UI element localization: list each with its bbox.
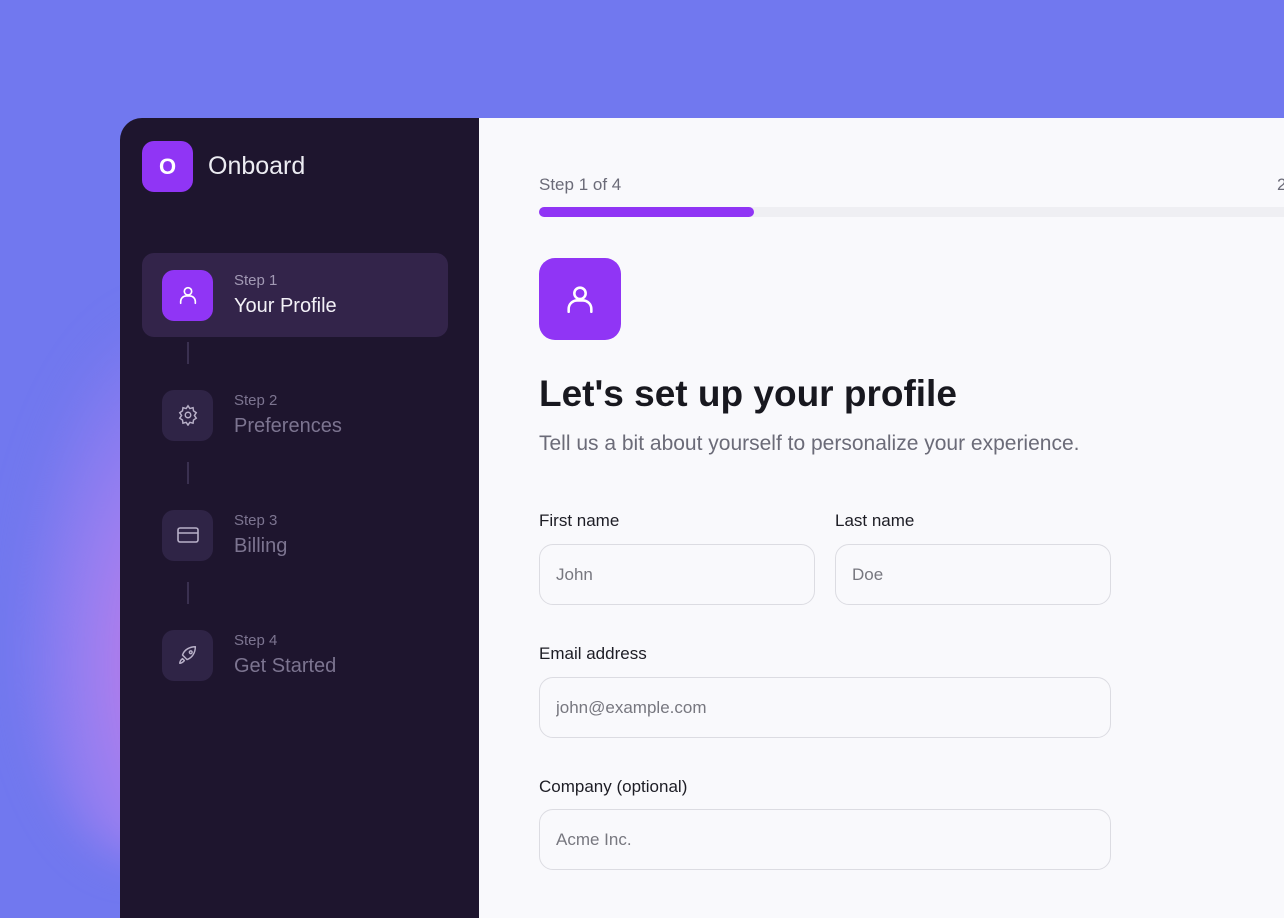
email-label: Email address — [539, 644, 647, 663]
rocket-icon — [162, 629, 213, 681]
progress-label: Step 1 of 4 — [539, 175, 622, 194]
step-connector — [187, 342, 189, 364]
first-name-input[interactable] — [539, 544, 815, 605]
email-input[interactable] — [539, 677, 1111, 738]
gear-icon — [162, 389, 213, 441]
sidebar: O Onboard Step 1 Your Profile Step 2 Prefe… — [120, 118, 479, 918]
company-label: Company (optional) — [539, 777, 688, 796]
step-number: Step 4 — [234, 632, 278, 649]
step-connector — [187, 462, 189, 484]
progress-percent: 2 — [1277, 175, 1284, 194]
logo: O — [142, 141, 193, 192]
company-input[interactable] — [539, 809, 1111, 870]
sidebar-step-preferences[interactable]: Step 2 Preferences — [142, 373, 448, 457]
step-label: Preferences — [234, 415, 342, 437]
progress-bar — [539, 207, 1284, 217]
step-label: Get Started — [234, 655, 337, 677]
main-content: Step 1 of 4 2 Let's set up your profile … — [479, 118, 1284, 918]
sidebar-step-your-profile[interactable]: Step 1 Your Profile — [142, 253, 448, 337]
credit-card-icon — [162, 509, 213, 561]
step-label: Your Profile — [234, 295, 337, 317]
step-number: Step 3 — [234, 512, 278, 529]
page-subtitle: Tell us a bit about yourself to personal… — [539, 432, 1080, 455]
step-number: Step 2 — [234, 392, 278, 409]
sidebar-step-billing[interactable]: Step 3 Billing — [142, 493, 448, 577]
step-connector — [187, 582, 189, 604]
app-name: Onboard — [208, 152, 306, 180]
user-icon — [539, 258, 621, 340]
step-label: Billing — [234, 535, 288, 557]
page-title: Let's set up your profile — [539, 373, 957, 414]
first-name-label: First name — [539, 511, 620, 530]
progress-fill — [539, 207, 754, 217]
step-number: Step 1 — [234, 272, 278, 289]
last-name-input[interactable] — [835, 544, 1111, 605]
sidebar-step-get-started[interactable]: Step 4 Get Started — [142, 613, 448, 697]
user-icon — [162, 269, 213, 321]
onboarding-window: O Onboard Step 1 Your Profile Step 2 Prefe… — [120, 118, 1284, 918]
last-name-label: Last name — [835, 511, 915, 530]
